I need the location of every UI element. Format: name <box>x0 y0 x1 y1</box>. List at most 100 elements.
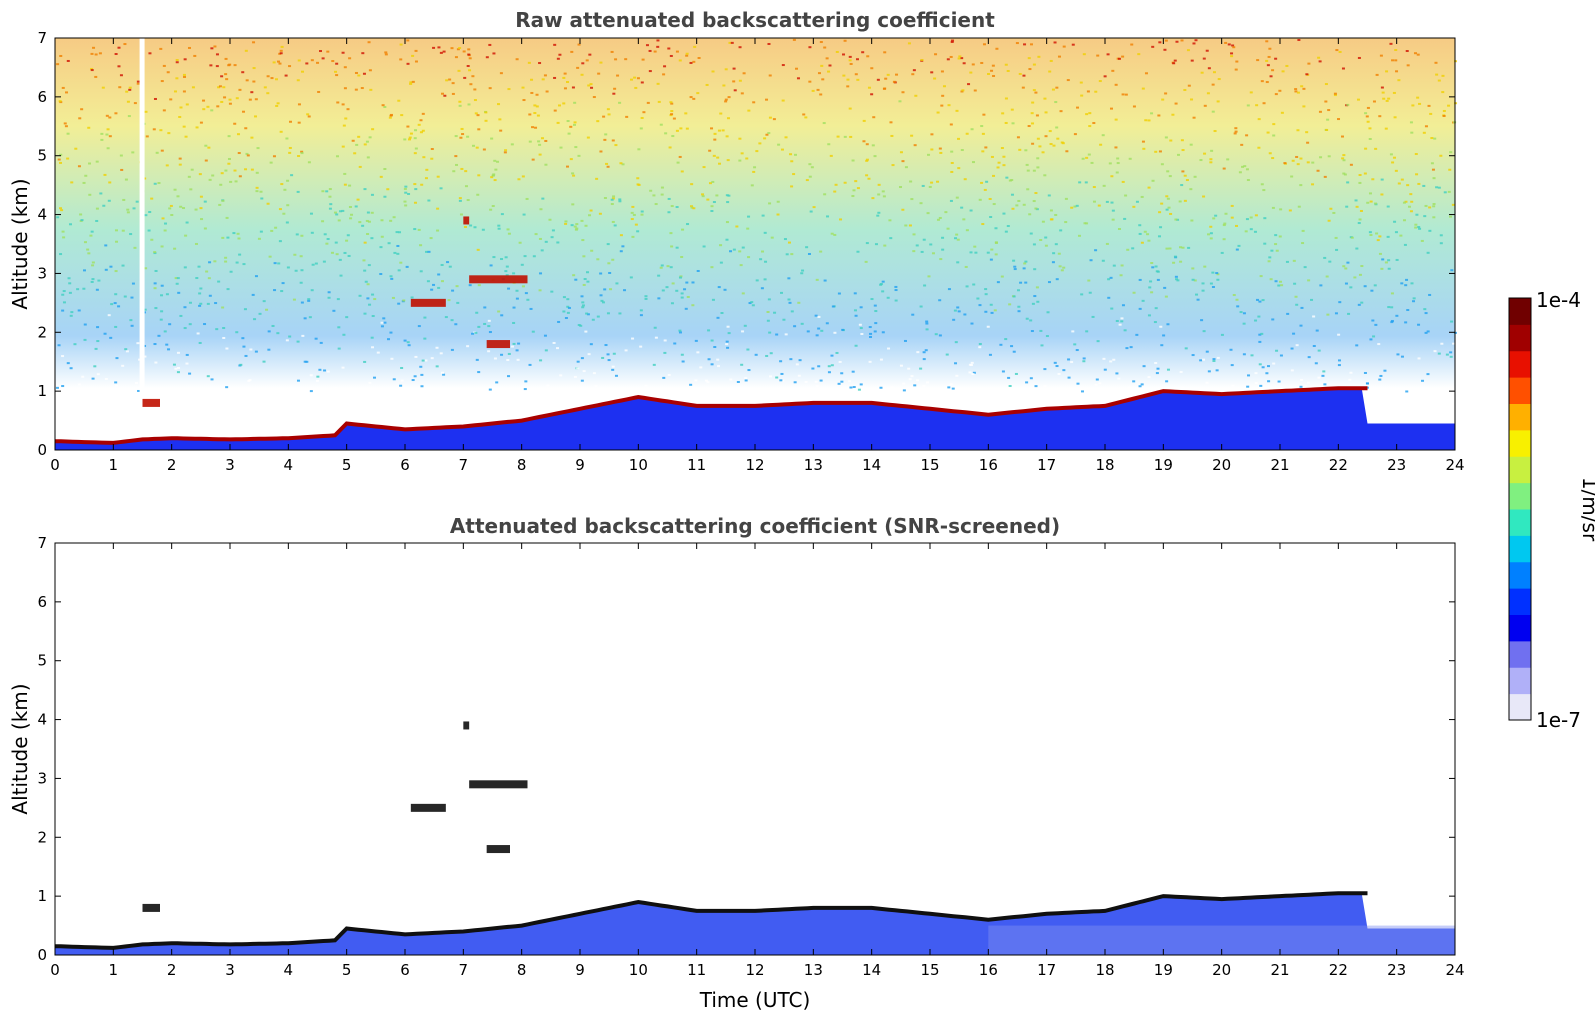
noise-pixel <box>485 56 489 59</box>
noise-pixel <box>820 64 824 67</box>
noise-pixel <box>1290 175 1294 178</box>
noise-pixel <box>1215 272 1219 275</box>
noise-pixel <box>70 181 74 184</box>
noise-pixel <box>58 100 62 103</box>
noise-pixel <box>573 225 577 228</box>
noise-pixel <box>208 294 212 297</box>
noise-pixel <box>504 256 508 259</box>
noise-pixel <box>1394 231 1398 234</box>
noise-pixel <box>187 175 191 178</box>
noise-pixel <box>1025 317 1029 320</box>
noise-pixel <box>1017 199 1021 202</box>
noise-pixel <box>1041 220 1045 223</box>
noise-pixel <box>569 125 573 128</box>
noise-pixel <box>295 233 299 236</box>
noise-pixel <box>432 283 436 286</box>
noise-pixel <box>1080 94 1084 97</box>
noise-pixel <box>1006 69 1010 72</box>
noise-pixel <box>553 109 557 112</box>
noise-pixel <box>78 117 82 120</box>
noise-pixel <box>1191 354 1195 357</box>
noise-pixel <box>656 82 660 85</box>
noise-pixel <box>1121 93 1125 96</box>
noise-pixel <box>106 147 110 150</box>
noise-pixel <box>487 319 491 322</box>
noise-pixel <box>780 291 784 294</box>
noise-pixel <box>1101 259 1105 262</box>
noise-pixel <box>611 220 615 223</box>
noise-pixel <box>705 83 709 86</box>
noise-pixel <box>1083 222 1087 225</box>
noise-pixel <box>865 143 869 146</box>
noise-pixel <box>713 346 717 349</box>
noise-pixel <box>693 45 697 48</box>
noise-pixel <box>1222 167 1226 170</box>
noise-pixel <box>717 365 721 368</box>
noise-pixel <box>962 218 966 221</box>
noise-pixel <box>1156 367 1160 370</box>
noise-pixel <box>310 231 314 234</box>
noise-pixel <box>949 199 953 202</box>
colorbar-step <box>1509 535 1531 563</box>
noise-pixel <box>74 147 78 150</box>
noise-pixel <box>170 214 174 217</box>
noise-pixel <box>630 78 634 81</box>
noise-pixel <box>727 332 731 335</box>
noise-pixel <box>307 299 311 302</box>
noise-pixel <box>553 76 557 79</box>
noise-pixel <box>59 207 63 210</box>
noise-pixel <box>967 83 971 86</box>
noise-pixel <box>817 365 821 368</box>
noise-pixel <box>1097 204 1101 207</box>
noise-pixel <box>1393 220 1397 223</box>
noise-pixel <box>273 262 277 265</box>
noise-pixel <box>1337 333 1341 336</box>
noise-pixel <box>980 181 984 184</box>
noise-pixel <box>452 170 456 173</box>
noise-pixel <box>926 212 930 215</box>
noise-pixel <box>639 309 643 312</box>
noise-pixel <box>110 303 114 306</box>
noise-pixel <box>972 371 976 374</box>
noise-pixel <box>254 115 258 118</box>
noise-pixel <box>407 192 411 195</box>
noise-pixel <box>251 293 255 296</box>
noise-pixel <box>358 221 362 224</box>
noise-pixel <box>1306 141 1310 144</box>
noise-pixel <box>195 126 199 129</box>
noise-pixel <box>601 356 605 359</box>
noise-pixel <box>830 354 834 357</box>
noise-pixel <box>516 358 520 361</box>
noise-pixel <box>436 175 440 178</box>
noise-pixel <box>900 388 904 391</box>
noise-pixel <box>1062 369 1066 372</box>
noise-pixel <box>589 83 593 86</box>
noise-pixel <box>1160 163 1164 166</box>
noise-pixel <box>849 386 853 389</box>
noise-pixel <box>421 359 425 362</box>
noise-pixel <box>530 91 534 94</box>
noise-pixel <box>115 240 119 243</box>
noise-pixel <box>1423 308 1427 311</box>
noise-pixel <box>747 109 751 112</box>
noise-pixel <box>436 207 440 210</box>
noise-pixel <box>167 348 171 351</box>
noise-pixel <box>852 386 856 389</box>
noise-pixel <box>1032 200 1036 203</box>
noise-pixel <box>808 80 812 83</box>
noise-pixel <box>98 52 102 55</box>
noise-pixel <box>1341 67 1345 70</box>
noise-pixel <box>419 270 423 273</box>
noise-pixel <box>190 168 194 171</box>
noise-pixel <box>556 241 560 244</box>
noise-pixel <box>1171 113 1175 116</box>
noise-pixel <box>556 57 560 60</box>
noise-pixel <box>177 291 181 294</box>
noise-pixel <box>1426 251 1430 254</box>
raw-backscatter-field <box>54 38 1458 450</box>
noise-pixel <box>1201 289 1205 292</box>
noise-pixel <box>592 96 596 99</box>
noise-pixel <box>348 184 352 187</box>
noise-pixel <box>1303 266 1307 269</box>
